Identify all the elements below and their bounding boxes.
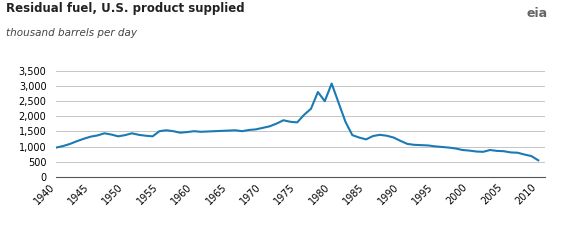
Text: thousand barrels per day: thousand barrels per day <box>6 28 137 38</box>
Text: Residual fuel, U.S. product supplied: Residual fuel, U.S. product supplied <box>6 2 244 15</box>
Text: eia: eia <box>527 7 548 20</box>
